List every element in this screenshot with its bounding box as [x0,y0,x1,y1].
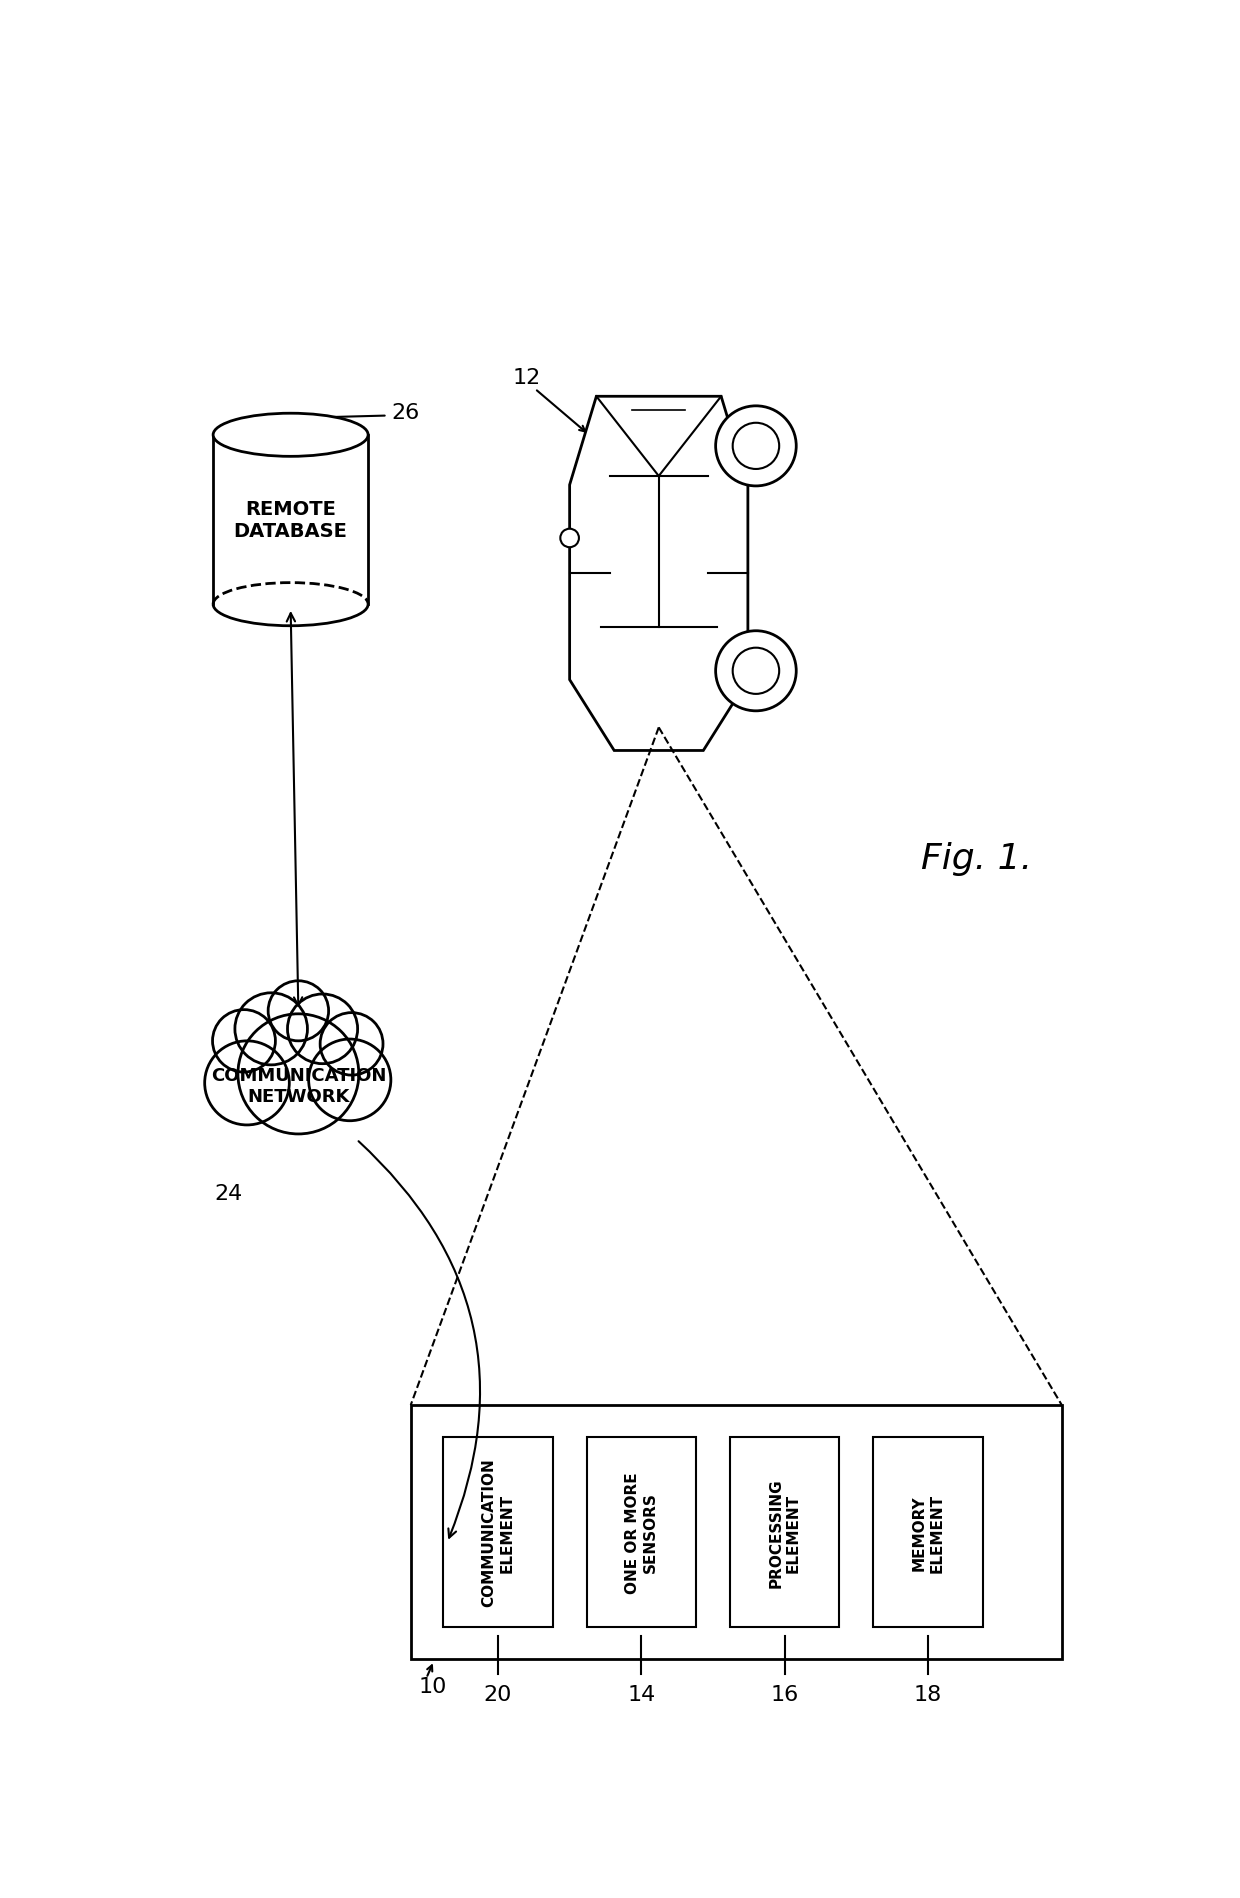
Circle shape [320,1014,383,1076]
Text: 26: 26 [392,402,419,423]
Text: ONE OR MORE
SENSORS: ONE OR MORE SENSORS [625,1471,657,1592]
Text: 10: 10 [419,1676,446,1697]
Circle shape [715,632,796,712]
Circle shape [234,993,308,1065]
Circle shape [733,423,779,469]
Text: 20: 20 [484,1684,512,1704]
Text: Fig. 1.: Fig. 1. [921,843,1032,875]
Bar [730,1437,839,1627]
Text: REMOTE
DATABASE: REMOTE DATABASE [233,499,347,541]
Bar [873,1437,982,1627]
Circle shape [288,995,357,1065]
Text: COMMUNICATION
ELEMENT: COMMUNICATION ELEMENT [481,1458,515,1606]
Bar [444,1437,553,1627]
Circle shape [733,649,779,695]
Text: 12: 12 [513,368,541,387]
Circle shape [309,1040,391,1122]
Text: 16: 16 [770,1684,799,1704]
Circle shape [238,1014,358,1135]
Circle shape [212,1010,275,1072]
Text: MEMORY
ELEMENT: MEMORY ELEMENT [911,1492,945,1572]
Circle shape [560,530,579,549]
Circle shape [205,1042,289,1126]
Text: 24: 24 [215,1184,243,1203]
Circle shape [268,981,329,1042]
Text: COMMUNICATION
NETWORK: COMMUNICATION NETWORK [211,1067,386,1105]
Bar [587,1437,696,1627]
Text: 14: 14 [627,1684,656,1704]
Bar [410,1405,1061,1659]
Text: 18: 18 [914,1684,942,1704]
Text: PROCESSING
ELEMENT: PROCESSING ELEMENT [769,1477,801,1587]
Ellipse shape [213,414,368,457]
Circle shape [715,406,796,486]
